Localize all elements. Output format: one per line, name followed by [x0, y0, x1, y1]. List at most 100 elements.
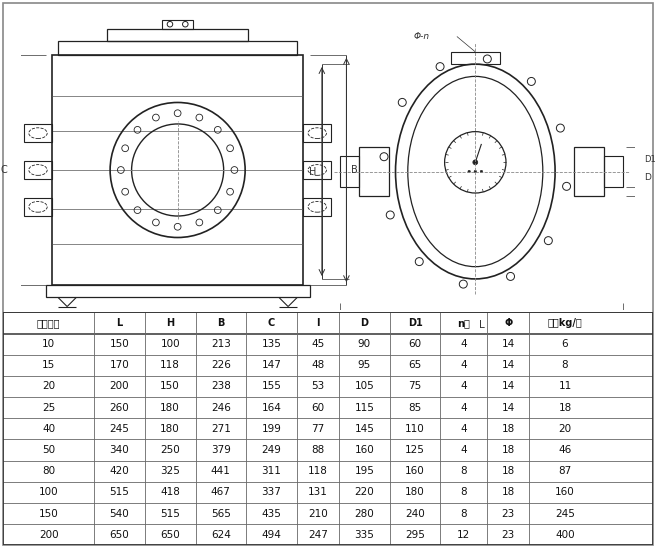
- Text: 80: 80: [42, 466, 55, 476]
- Text: 170: 170: [110, 360, 129, 370]
- Text: 280: 280: [354, 509, 374, 518]
- Text: 105: 105: [354, 381, 374, 391]
- Text: 4: 4: [461, 360, 467, 370]
- Text: 515: 515: [160, 509, 180, 518]
- Text: 18: 18: [558, 403, 571, 413]
- Text: 87: 87: [558, 466, 571, 476]
- Text: 199: 199: [262, 424, 281, 434]
- Text: 4: 4: [461, 339, 467, 349]
- Text: 155: 155: [262, 381, 281, 391]
- Text: Φ-n: Φ-n: [414, 32, 430, 41]
- Bar: [573, 147, 604, 196]
- Text: 100: 100: [39, 487, 58, 498]
- Text: 150: 150: [39, 509, 58, 518]
- Text: 23: 23: [502, 509, 515, 518]
- Text: 240: 240: [405, 509, 425, 518]
- Text: 340: 340: [110, 445, 129, 455]
- Text: C: C: [1, 165, 8, 175]
- Text: 245: 245: [110, 424, 129, 434]
- Circle shape: [474, 170, 476, 173]
- Text: Φ: Φ: [504, 318, 512, 328]
- Text: 494: 494: [262, 530, 281, 540]
- Text: 150: 150: [160, 381, 180, 391]
- Text: 441: 441: [211, 466, 231, 476]
- Text: 250: 250: [160, 445, 180, 455]
- Bar: [304, 124, 331, 142]
- Text: 135: 135: [262, 339, 281, 349]
- Text: 10: 10: [42, 339, 55, 349]
- Bar: [24, 198, 52, 216]
- Text: 118: 118: [160, 360, 180, 370]
- Text: 48: 48: [312, 360, 325, 370]
- Text: D: D: [644, 173, 651, 182]
- Text: 180: 180: [160, 424, 180, 434]
- Text: 85: 85: [409, 403, 422, 413]
- Text: 14: 14: [502, 403, 515, 413]
- Text: 650: 650: [110, 530, 129, 540]
- Text: 160: 160: [405, 466, 425, 476]
- Text: 246: 246: [211, 403, 231, 413]
- Text: D1: D1: [644, 155, 656, 164]
- Text: 400: 400: [555, 530, 575, 540]
- Text: 118: 118: [308, 466, 328, 476]
- Text: 226: 226: [211, 360, 231, 370]
- Text: 325: 325: [160, 466, 180, 476]
- Text: 110: 110: [405, 424, 425, 434]
- Text: 14: 14: [502, 381, 515, 391]
- Bar: [58, 41, 297, 55]
- Circle shape: [468, 170, 470, 173]
- Circle shape: [473, 160, 478, 165]
- Text: 8: 8: [461, 509, 467, 518]
- Text: 515: 515: [110, 487, 129, 498]
- Text: 4: 4: [461, 445, 467, 455]
- Bar: [359, 147, 390, 196]
- Text: 213: 213: [211, 339, 231, 349]
- Text: 125: 125: [405, 445, 425, 455]
- Bar: [304, 161, 331, 179]
- Text: 180: 180: [405, 487, 425, 498]
- Text: 164: 164: [262, 403, 281, 413]
- Text: 271: 271: [211, 424, 231, 434]
- Text: 565: 565: [211, 509, 231, 518]
- Text: 210: 210: [308, 509, 328, 518]
- Text: 6: 6: [562, 339, 568, 349]
- Text: 249: 249: [262, 445, 281, 455]
- Text: I: I: [316, 318, 319, 328]
- Bar: [46, 285, 310, 298]
- Text: 379: 379: [211, 445, 231, 455]
- Text: 245: 245: [555, 509, 575, 518]
- Text: L: L: [479, 320, 484, 330]
- Bar: [304, 198, 331, 216]
- Text: H: H: [166, 318, 174, 328]
- Text: 160: 160: [555, 487, 575, 498]
- Text: 8: 8: [562, 360, 568, 370]
- Text: 8: 8: [461, 487, 467, 498]
- Text: 45: 45: [312, 339, 325, 349]
- Text: 131: 131: [308, 487, 328, 498]
- Text: L: L: [116, 318, 123, 328]
- Text: 15: 15: [42, 360, 55, 370]
- Text: 4: 4: [461, 381, 467, 391]
- Text: 53: 53: [312, 381, 325, 391]
- Text: 8: 8: [461, 466, 467, 476]
- Text: 420: 420: [110, 466, 129, 476]
- Text: 60: 60: [409, 339, 422, 349]
- Text: B: B: [217, 318, 224, 328]
- Text: 11: 11: [558, 381, 571, 391]
- Bar: [340, 156, 359, 187]
- Text: 25: 25: [42, 403, 55, 413]
- Text: 418: 418: [160, 487, 180, 498]
- Bar: [162, 20, 193, 29]
- Text: 40: 40: [42, 424, 55, 434]
- Bar: [604, 156, 623, 187]
- Bar: [451, 52, 500, 64]
- Text: 18: 18: [502, 445, 515, 455]
- Text: 295: 295: [405, 530, 425, 540]
- Text: 238: 238: [211, 381, 231, 391]
- Text: 18: 18: [502, 466, 515, 476]
- Text: 铸铁型: 铸铁型: [46, 8, 72, 22]
- Text: n个: n个: [457, 318, 470, 328]
- Text: 20: 20: [558, 424, 571, 434]
- Text: 311: 311: [262, 466, 281, 476]
- Text: 650: 650: [160, 530, 180, 540]
